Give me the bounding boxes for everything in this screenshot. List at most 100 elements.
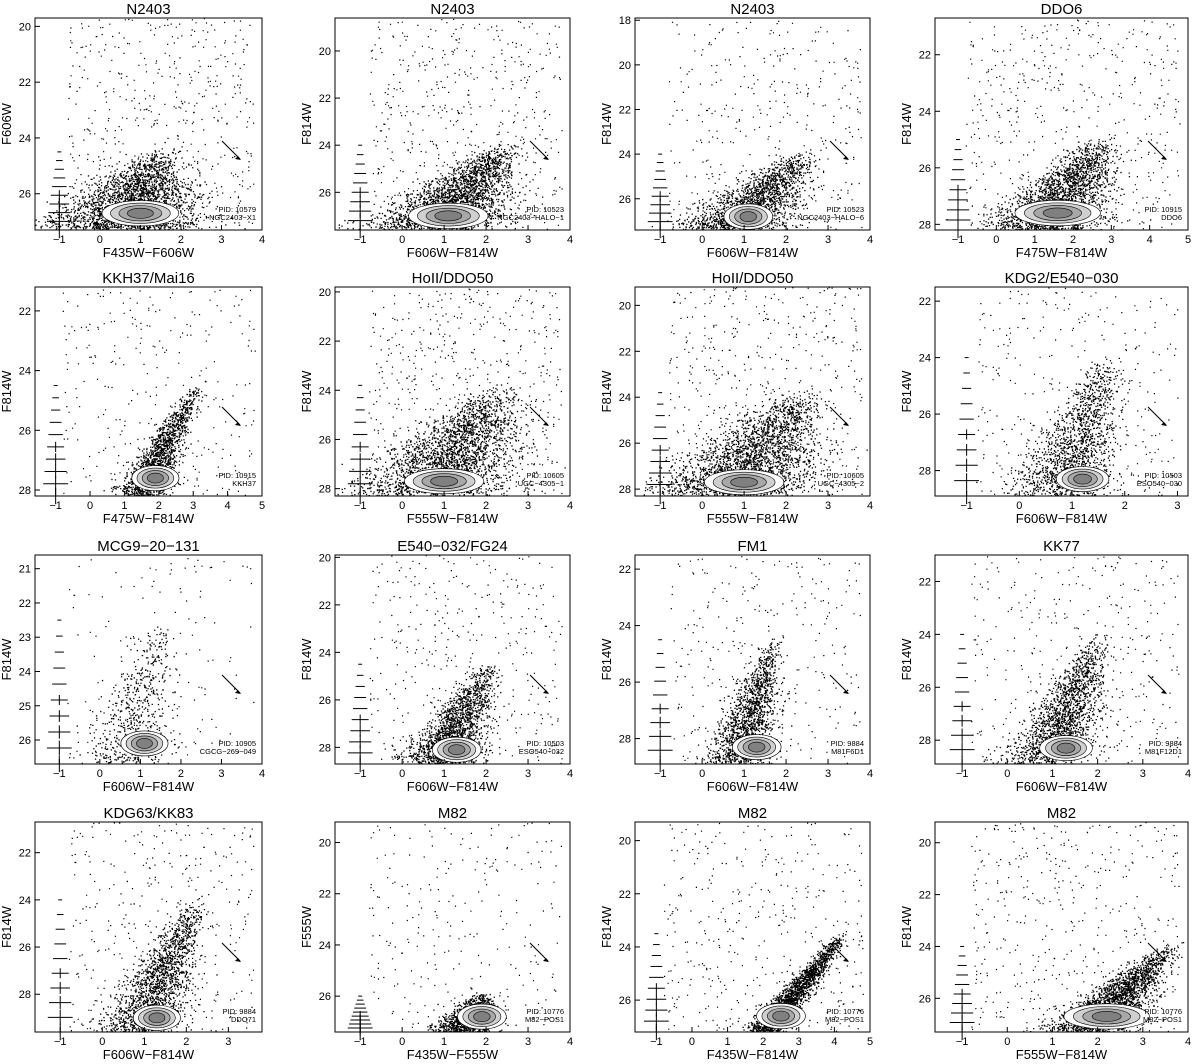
- y-tick-label: 25: [19, 701, 31, 713]
- x-tick-label: 4: [1147, 234, 1153, 246]
- y-tick-label: 20: [919, 838, 931, 850]
- x-tick-label: −1: [54, 1036, 67, 1048]
- density-contour: [147, 472, 164, 484]
- y-tick-label: 22: [19, 848, 31, 860]
- x-tick-label: 3: [1174, 500, 1180, 512]
- y-tick-label: 22: [319, 889, 331, 901]
- reddening-arrow-head: [1161, 958, 1167, 962]
- x-tick-label: 3: [825, 234, 831, 246]
- scatter-points: [369, 555, 563, 764]
- x-tick-label: 2: [483, 1036, 489, 1048]
- reddening-arrow: [221, 674, 241, 694]
- plot-frame: [334, 286, 571, 497]
- pid-label: M81F6D1: [831, 747, 864, 756]
- y-tick-label: 26: [19, 735, 31, 747]
- x-tick-label: 0: [1016, 500, 1022, 512]
- y-tick-label: 28: [919, 735, 931, 747]
- density-contour: [748, 741, 766, 753]
- y-tick-label: 22: [919, 296, 931, 308]
- y-tick-label: 22: [319, 93, 331, 105]
- y-axis-label: F814W: [599, 102, 614, 145]
- x-tick-label: 4: [567, 1036, 573, 1048]
- x-tick-label: 0: [699, 500, 705, 512]
- x-tick-label: 5: [867, 1036, 873, 1048]
- y-tick-label: 18: [619, 15, 631, 27]
- scatter-points: [68, 822, 255, 1032]
- reddening-arrow: [221, 406, 241, 426]
- x-tick-label: 3: [825, 768, 831, 780]
- x-axis-label: F555W−F814W: [707, 511, 799, 526]
- x-tick-label: 3: [825, 500, 831, 512]
- x-tick-label: 1: [441, 500, 447, 512]
- scatter-points: [35, 18, 255, 230]
- x-axis-label: F606W−F814W: [103, 779, 195, 794]
- plot-frame: [334, 554, 571, 765]
- reddening-arrow-head: [843, 958, 849, 962]
- x-tick-label: 4: [867, 500, 873, 512]
- x-axis-label: F475W−F814W: [1016, 245, 1108, 260]
- x-tick-label: 0: [399, 500, 405, 512]
- x-tick-label: 1: [441, 1036, 447, 1048]
- y-axis-label: F814W: [899, 102, 914, 145]
- y-tick-label: 24: [319, 647, 331, 659]
- y-axis-label: F814W: [299, 370, 314, 413]
- x-tick-label: 0: [399, 234, 405, 246]
- y-tick-label: 26: [919, 682, 931, 694]
- x-tick-label: 3: [1140, 768, 1146, 780]
- scatter-points: [663, 822, 864, 1032]
- y-tick-label: 22: [619, 889, 631, 901]
- y-tick-label: 24: [19, 895, 31, 907]
- plot-frame: [634, 821, 871, 1033]
- panel-title: KKH37/Mai16: [102, 270, 195, 287]
- pid-label: PID: 10915: [218, 471, 256, 480]
- y-axis-label: F555W: [299, 905, 314, 948]
- x-tick-label: 1: [121, 500, 127, 512]
- reddening-arrow-head: [543, 958, 549, 962]
- density-contour: [1056, 742, 1076, 754]
- x-tick-label: 1: [1032, 234, 1038, 246]
- pid-label: PID: 10776: [826, 1007, 864, 1016]
- y-tick-label: 20: [619, 300, 631, 312]
- x-tick-label: −1: [960, 500, 973, 512]
- pid-label: M82−POS1: [1143, 1015, 1182, 1024]
- y-tick-label: 20: [319, 287, 331, 299]
- y-tick-label: 21: [19, 564, 31, 576]
- panel-title: DDO6: [1041, 1, 1083, 18]
- y-tick-label: 22: [19, 598, 31, 610]
- y-tick-label: 24: [919, 353, 931, 365]
- density-contour: [739, 211, 757, 222]
- reddening-arrow: [829, 674, 849, 694]
- pid-label: NGC2403−HALO−1: [497, 213, 564, 222]
- y-tick-label: 26: [619, 677, 631, 689]
- density-contour: [148, 1012, 166, 1024]
- y-axis-label: F814W: [899, 905, 914, 948]
- x-tick-label: 1: [725, 1036, 731, 1048]
- x-axis-label: F606W−F814W: [1016, 511, 1108, 526]
- x-tick-label: 0: [399, 768, 405, 780]
- y-tick-label: 28: [619, 484, 631, 496]
- x-tick-label: 4: [831, 1036, 837, 1048]
- x-tick-label: 3: [1108, 234, 1114, 246]
- y-tick-label: 26: [319, 187, 331, 199]
- y-tick-label: 26: [619, 995, 631, 1007]
- x-tick-label: 1: [1049, 768, 1055, 780]
- reddening-arrow-head: [1161, 690, 1167, 694]
- density-contour: [127, 207, 154, 219]
- reddening-arrow: [221, 140, 241, 160]
- x-tick-label: 2: [156, 500, 162, 512]
- x-tick-label: 4: [259, 234, 265, 246]
- scatter-points: [971, 822, 1185, 1032]
- y-tick-label: 24: [619, 149, 631, 161]
- density-contour: [1042, 207, 1073, 219]
- x-tick-label: −1: [53, 768, 66, 780]
- x-tick-label: 0: [97, 768, 103, 780]
- x-axis-label: F435W−F606W: [103, 245, 195, 260]
- x-tick-label: −1: [654, 234, 667, 246]
- y-tick-label: 22: [319, 336, 331, 348]
